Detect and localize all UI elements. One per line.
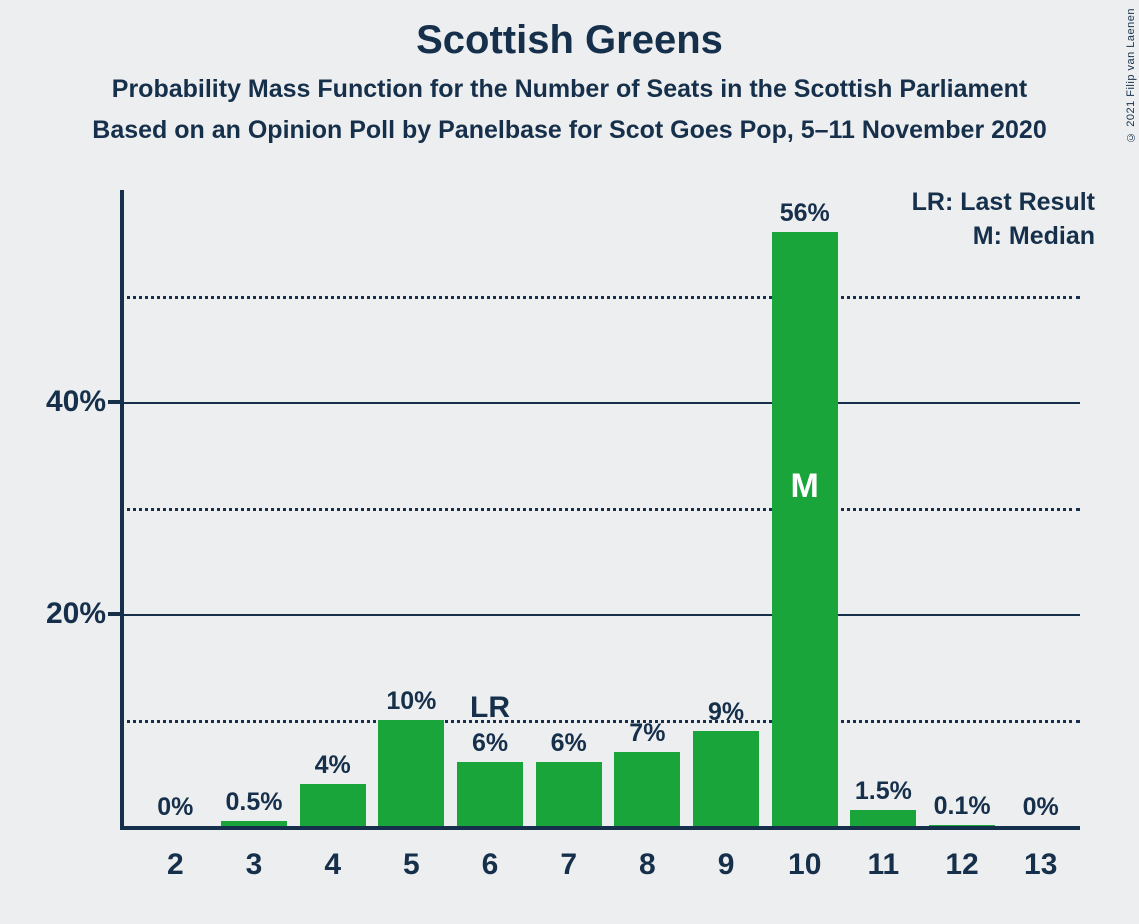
bar-slot: 9% [687, 698, 766, 826]
bar-value-label: 0.1% [934, 792, 991, 821]
x-tick-label: 10 [765, 848, 844, 882]
bars-container: 0% 0.5% 4% 10% LR 6% 6% 7% 9% 56% M 1.5% 0.1% 0% [136, 190, 1080, 826]
bar-marker-m: M [791, 467, 819, 506]
bar-value-label: 10% [386, 687, 436, 716]
x-tick-label: 12 [923, 848, 1002, 882]
x-tick-label: 9 [687, 848, 766, 882]
bar-slot: 0% [1001, 793, 1080, 826]
bar-slot: 4% [293, 751, 372, 826]
x-axis [120, 826, 1080, 830]
x-tick-label: 2 [136, 848, 215, 882]
bar-value-label: 56% [780, 199, 830, 228]
bar-rect [457, 762, 523, 826]
bar-rect [693, 731, 759, 826]
x-tick-label: 3 [215, 848, 294, 882]
bar-rect [378, 720, 444, 826]
bar-rect: M [772, 232, 838, 826]
bar-slot: 7% [608, 719, 687, 826]
bar-value-label: 9% [708, 698, 744, 727]
bar-value-label: 7% [629, 719, 665, 748]
x-tick-label: 5 [372, 848, 451, 882]
bar-rect [929, 825, 995, 826]
x-tick-label: 11 [844, 848, 923, 882]
bar-value-label: 0% [1023, 793, 1059, 822]
bar-rect [221, 821, 287, 826]
bar-value-label: 4% [315, 751, 351, 780]
bar-value-label: 6% [472, 729, 508, 758]
y-tick-label: 20% [46, 597, 106, 631]
y-tick-label: 40% [46, 385, 106, 419]
bar-slot: 6% [529, 729, 608, 826]
title-block: Scottish Greens Probability Mass Functio… [0, 0, 1139, 145]
x-tick-label: 6 [451, 848, 530, 882]
chart-area: 20%40% 0%0.5%4%10%LR6%6%7%9%56%M1.5%0.1%… [120, 190, 1080, 830]
chart-subtitle-2: Based on an Opinion Poll by Panelbase fo… [0, 116, 1139, 145]
bar-rect [614, 752, 680, 826]
bar-slot: LR 6% [451, 691, 530, 826]
y-tick-mark [108, 612, 120, 616]
bar-marker-lr: LR [470, 691, 510, 725]
bar-slot: 56% M [765, 199, 844, 826]
bar-value-label: 0.5% [226, 788, 283, 817]
chart-title: Scottish Greens [0, 18, 1139, 63]
bar-slot: 0% [136, 793, 215, 826]
bar-value-label: 1.5% [855, 777, 912, 806]
bar-slot: 1.5% [844, 777, 923, 826]
credit-text: © 2021 Filip van Laenen [1125, 8, 1137, 143]
bar-rect [300, 784, 366, 826]
bar-rect [850, 810, 916, 826]
chart-subtitle: Probability Mass Function for the Number… [0, 75, 1139, 104]
bar-slot: 10% [372, 687, 451, 826]
bar-slot: 0.1% [923, 792, 1002, 826]
x-tick-label: 8 [608, 848, 687, 882]
x-tick-label: 13 [1001, 848, 1080, 882]
x-labels: 2345678910111213 [136, 848, 1080, 882]
bar-value-label: 0% [157, 793, 193, 822]
bar-slot: 0.5% [215, 788, 294, 826]
bar-rect [536, 762, 602, 826]
y-tick-mark [108, 400, 120, 404]
x-tick-label: 7 [529, 848, 608, 882]
bar-value-label: 6% [551, 729, 587, 758]
x-tick-label: 4 [293, 848, 372, 882]
